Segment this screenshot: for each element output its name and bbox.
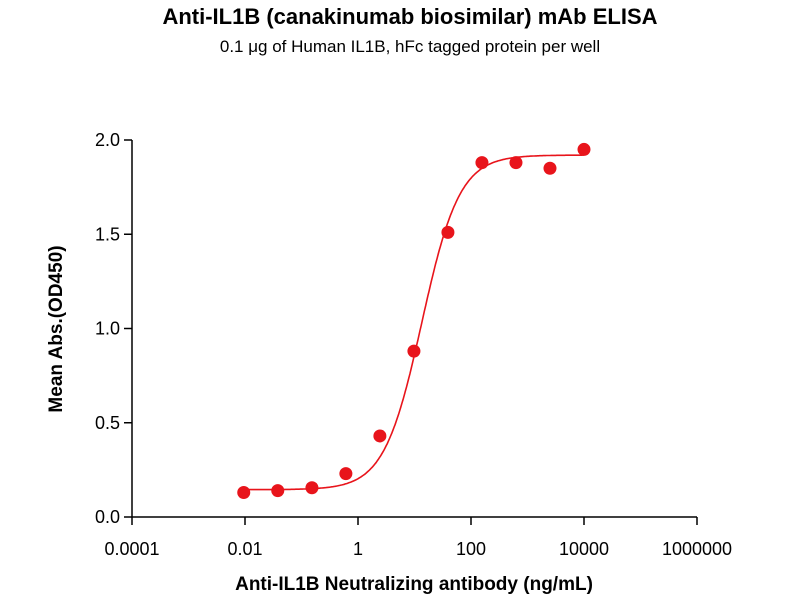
data-point	[577, 142, 591, 156]
chart-title: Anti-IL1B (canakinumab biosimilar) mAb E…	[162, 4, 657, 29]
fit-curve	[243, 154, 584, 491]
axes: 0.0001 0.01 1 100 10000 1000000 0.0 0.5 1.0 1.5 2.…	[95, 130, 732, 559]
y-tick-label: 0.5	[95, 413, 120, 433]
data-point	[407, 344, 421, 358]
data-point	[237, 485, 251, 499]
y-tick-label: 0.0	[95, 507, 120, 527]
x-tick-label: 1	[353, 539, 363, 559]
x-tick-label: 0.0001	[104, 539, 159, 559]
data-point	[543, 161, 557, 175]
x-axis-label: Anti-IL1B Neutralizing antibody (ng/mL)	[235, 574, 593, 595]
data-point	[475, 156, 489, 170]
data-point	[373, 429, 387, 443]
x-tick-label: 1000000	[662, 539, 732, 559]
y-axis-label: Mean Abs.(OD450)	[46, 245, 67, 412]
x-tick-label: 100	[456, 539, 486, 559]
y-tick-label: 1.0	[95, 319, 120, 339]
x-tick-label: 10000	[559, 539, 609, 559]
data-point	[509, 156, 523, 170]
x-tick-label: 0.01	[227, 539, 262, 559]
chart-subtitle: 0.1 μg of Human IL1B, hFc tagged protein…	[220, 37, 600, 56]
data-point	[305, 481, 319, 495]
data-points	[237, 142, 591, 499]
data-point	[441, 225, 455, 239]
data-point	[339, 467, 353, 481]
y-tick-label: 2.0	[95, 130, 120, 150]
data-point	[271, 484, 285, 498]
y-tick-label: 1.5	[95, 224, 120, 244]
